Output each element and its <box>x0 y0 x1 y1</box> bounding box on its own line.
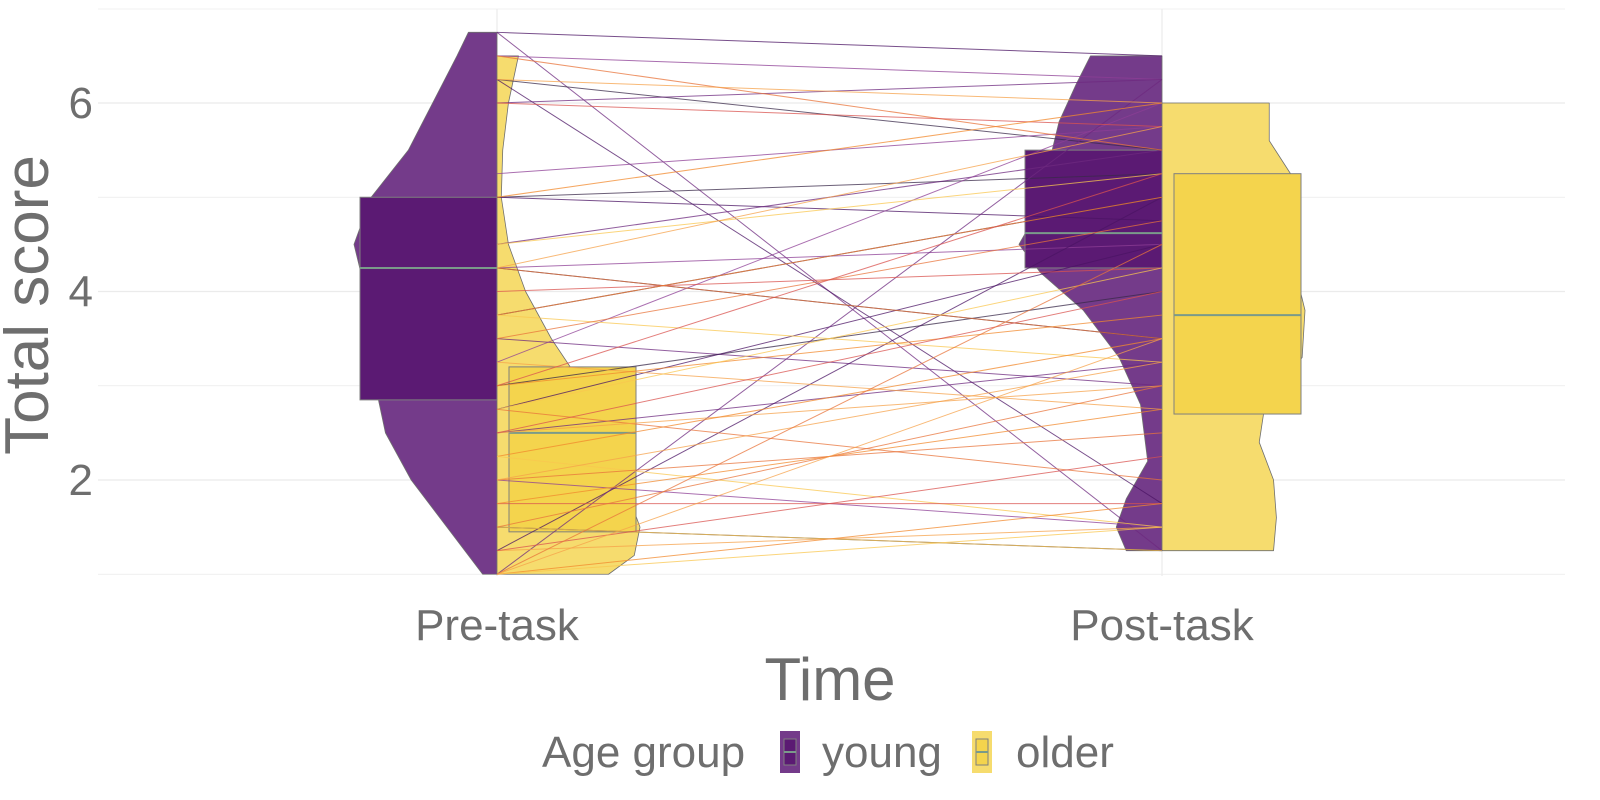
paired-line-young <box>496 55 1163 80</box>
x-tick-label: Pre-task <box>415 601 580 650</box>
paired-line-older <box>496 361 1163 481</box>
paired-line-older <box>496 78 1163 104</box>
legend-label-older: older <box>1016 728 1114 777</box>
legend: Age group young older <box>542 728 1114 777</box>
paired-line-older <box>496 173 1163 387</box>
y-tick-label: 2 <box>69 456 93 505</box>
paired-line-older <box>496 526 1163 575</box>
paired-line-older <box>496 126 1163 269</box>
paired-line-young <box>496 79 1163 504</box>
paired-line-young <box>496 173 1163 198</box>
paired-line-older <box>496 196 1163 316</box>
paired-line-older <box>496 173 1163 245</box>
y-tick-label: 6 <box>69 79 93 128</box>
violin-young-post-task <box>1018 55 1163 552</box>
paired-line-older <box>496 408 1163 481</box>
paired-line-older <box>496 338 1163 575</box>
paired-line-older <box>496 102 1163 198</box>
paired-line-young <box>496 31 1163 57</box>
paired-line-older <box>496 314 1163 387</box>
box-older-pre-task <box>508 366 637 533</box>
x-tick-labels: Pre-task Post-task <box>415 601 1255 650</box>
x-axis-title: Time <box>764 646 895 713</box>
y-axis-title: Total score <box>0 155 62 455</box>
x-tick-label: Post-task <box>1070 601 1254 650</box>
legend-key-older <box>972 731 992 773</box>
legend-title: Age group <box>542 728 745 777</box>
paired-line-older <box>496 102 1163 128</box>
paired-line-young <box>496 79 1163 575</box>
paired-line-older <box>496 503 1163 575</box>
box-older-post-task <box>1173 173 1302 415</box>
paired-lines <box>496 31 1163 575</box>
paired-line-older <box>496 243 1163 575</box>
paired-line-older <box>496 267 1163 410</box>
legend-label-young: young <box>822 728 942 777</box>
y-tick-label: 4 <box>69 268 93 317</box>
y-tick-labels: 2 4 6 <box>69 79 93 505</box>
paired-line-older <box>496 361 1163 410</box>
paired-line-older <box>496 338 1163 457</box>
legend-key-young <box>780 731 800 773</box>
box-young-pre-task <box>359 196 498 401</box>
paired-line-older <box>496 291 1163 434</box>
paired-line-older <box>496 55 1163 151</box>
